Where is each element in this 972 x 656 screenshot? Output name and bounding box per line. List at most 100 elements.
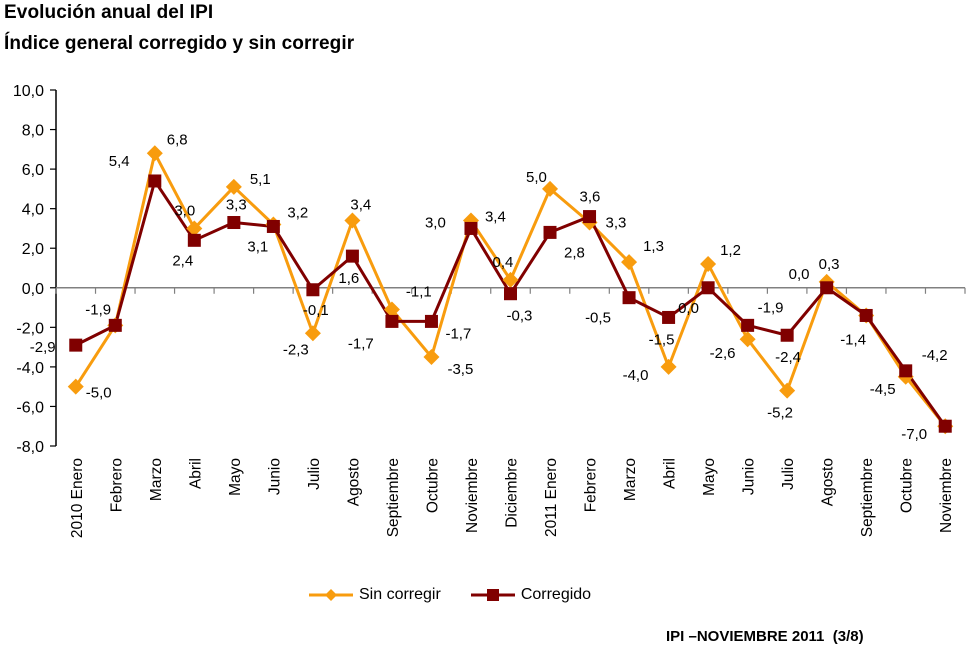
data-point-corregido (780, 328, 794, 342)
x-tick-label: Marzo (622, 458, 639, 501)
data-point-sin-corregir (304, 325, 321, 342)
x-tick-label: Diciembre (504, 458, 521, 528)
y-tick-label: 4,0 (22, 202, 44, 219)
data-label-corregido: 3,0 (425, 214, 446, 231)
data-label-corregido: -1,9 (85, 301, 111, 318)
data-label-sin-corregir: -4,5 (870, 381, 896, 398)
data-point-corregido (345, 249, 359, 263)
data-label-corregido: -1,7 (445, 325, 471, 342)
data-label-sin-corregir: 3,3 (606, 215, 627, 232)
square-icon (470, 589, 515, 601)
y-tick-label: -8,0 (16, 439, 44, 456)
legend: Sin corregir Corregido (307, 586, 619, 604)
y-tick-label: 10,0 (13, 83, 44, 100)
data-point-corregido (148, 174, 162, 188)
x-tick-label: Noviembre (938, 458, 955, 533)
data-label-sin-corregir: 0,4 (493, 254, 514, 271)
data-label-sin-corregir: -2,6 (710, 345, 736, 362)
x-tick-label: Febrero (108, 458, 125, 512)
data-point-corregido (504, 287, 517, 301)
page-footer: IPI –NOVIEMBRE 2011 (3/8) (666, 628, 864, 645)
x-tick-label: Febrero (583, 458, 600, 512)
data-point-corregido (187, 233, 201, 247)
data-label-sin-corregir: -5,0 (86, 385, 112, 402)
y-tick-label: -6,0 (16, 399, 44, 416)
data-point-corregido (306, 283, 320, 297)
data-label-sin-corregir: 3,4 (485, 209, 506, 226)
data-label-corregido: -1,5 (649, 331, 675, 348)
data-label-sin-corregir: -3,5 (447, 361, 473, 378)
data-point-sin-corregir (146, 145, 163, 162)
y-tick-label: -2,0 (16, 320, 44, 337)
data-point-corregido (938, 419, 952, 433)
data-point-sin-corregir (700, 256, 717, 273)
x-tick-label: Junio (266, 458, 283, 495)
data-point-corregido (662, 310, 676, 324)
x-tick-label: Agosto (820, 458, 837, 506)
data-point-corregido (622, 291, 636, 305)
data-point-corregido (108, 318, 122, 332)
y-tick-label: 8,0 (22, 123, 44, 140)
data-label-corregido: 2,4 (172, 252, 193, 269)
chart-subtitle: Índice general corregido y sin corregir (4, 33, 355, 54)
data-point-sin-corregir (344, 212, 361, 229)
data-point-corregido (464, 221, 478, 235)
data-label-corregido: -2,9 (30, 339, 56, 356)
legend-item-corregido: Corregido (469, 586, 591, 604)
data-label-sin-corregir: 0,3 (819, 256, 840, 273)
data-label-corregido: 3,6 (580, 189, 601, 206)
x-tick-label: Octubre (899, 458, 916, 513)
data-label-sin-corregir: 6,8 (167, 131, 188, 148)
data-label-corregido: -0,5 (585, 310, 611, 327)
x-tick-label: Abril (662, 458, 679, 489)
data-label-sin-corregir: -2,3 (283, 341, 309, 358)
data-point-corregido (899, 364, 913, 378)
data-point-sin-corregir (502, 271, 519, 288)
legend-item-sin-corregir: Sin corregir (307, 586, 441, 604)
data-point-sin-corregir (779, 382, 796, 399)
data-label-corregido: 0,0 (789, 266, 810, 283)
x-tick-label: Septiembre (859, 458, 876, 537)
data-label-sin-corregir: 5,1 (250, 171, 271, 188)
x-tick-label: Julio (306, 458, 323, 490)
data-label-sin-corregir: 1,2 (720, 242, 741, 259)
data-label-sin-corregir: 3,4 (350, 197, 371, 214)
x-tick-label: Septiembre (385, 458, 402, 537)
data-label-corregido: -4,2 (922, 347, 948, 364)
x-tick-label: Marzo (148, 458, 165, 501)
data-point-sin-corregir (186, 220, 203, 237)
data-label-sin-corregir: -5,2 (767, 405, 793, 422)
data-point-sin-corregir (621, 254, 638, 271)
legend-label: Corregido (520, 586, 592, 603)
x-tick-label: 2011 Enero (543, 458, 560, 537)
x-tick-label: Abril (187, 458, 204, 489)
data-label-corregido: -2,4 (775, 349, 801, 366)
data-point-corregido (859, 308, 873, 322)
data-point-corregido (583, 210, 597, 224)
diamond-icon (309, 589, 353, 601)
data-point-corregido (69, 338, 83, 352)
data-point-sin-corregir (225, 178, 242, 195)
x-tick-label: Mayo (227, 458, 244, 496)
data-label-corregido: 1,6 (338, 270, 359, 287)
y-tick-label: 2,0 (22, 241, 44, 258)
data-point-sin-corregir (660, 358, 677, 375)
data-label-sin-corregir: 1,3 (643, 238, 664, 255)
data-label-corregido: 5,4 (109, 153, 130, 170)
data-label-corregido: -1,9 (758, 299, 784, 316)
data-point-sin-corregir (542, 180, 559, 197)
x-tick-label: Noviembre (464, 458, 481, 533)
x-tick-label: Mayo (701, 458, 718, 496)
data-label-corregido: 3,1 (247, 238, 268, 255)
data-point-corregido (424, 314, 438, 328)
data-label-corregido: -7,0 (901, 426, 927, 443)
data-point-corregido (227, 216, 241, 230)
legend-label: Sin corregir (359, 586, 441, 603)
data-point-sin-corregir (423, 349, 440, 365)
data-label-sin-corregir: -4,0 (623, 367, 649, 384)
data-point-corregido (820, 281, 834, 295)
data-point-sin-corregir (739, 331, 756, 348)
data-point-corregido (741, 318, 755, 332)
y-tick-label: -4,0 (16, 360, 44, 377)
data-label-sin-corregir: 3,2 (287, 204, 308, 221)
